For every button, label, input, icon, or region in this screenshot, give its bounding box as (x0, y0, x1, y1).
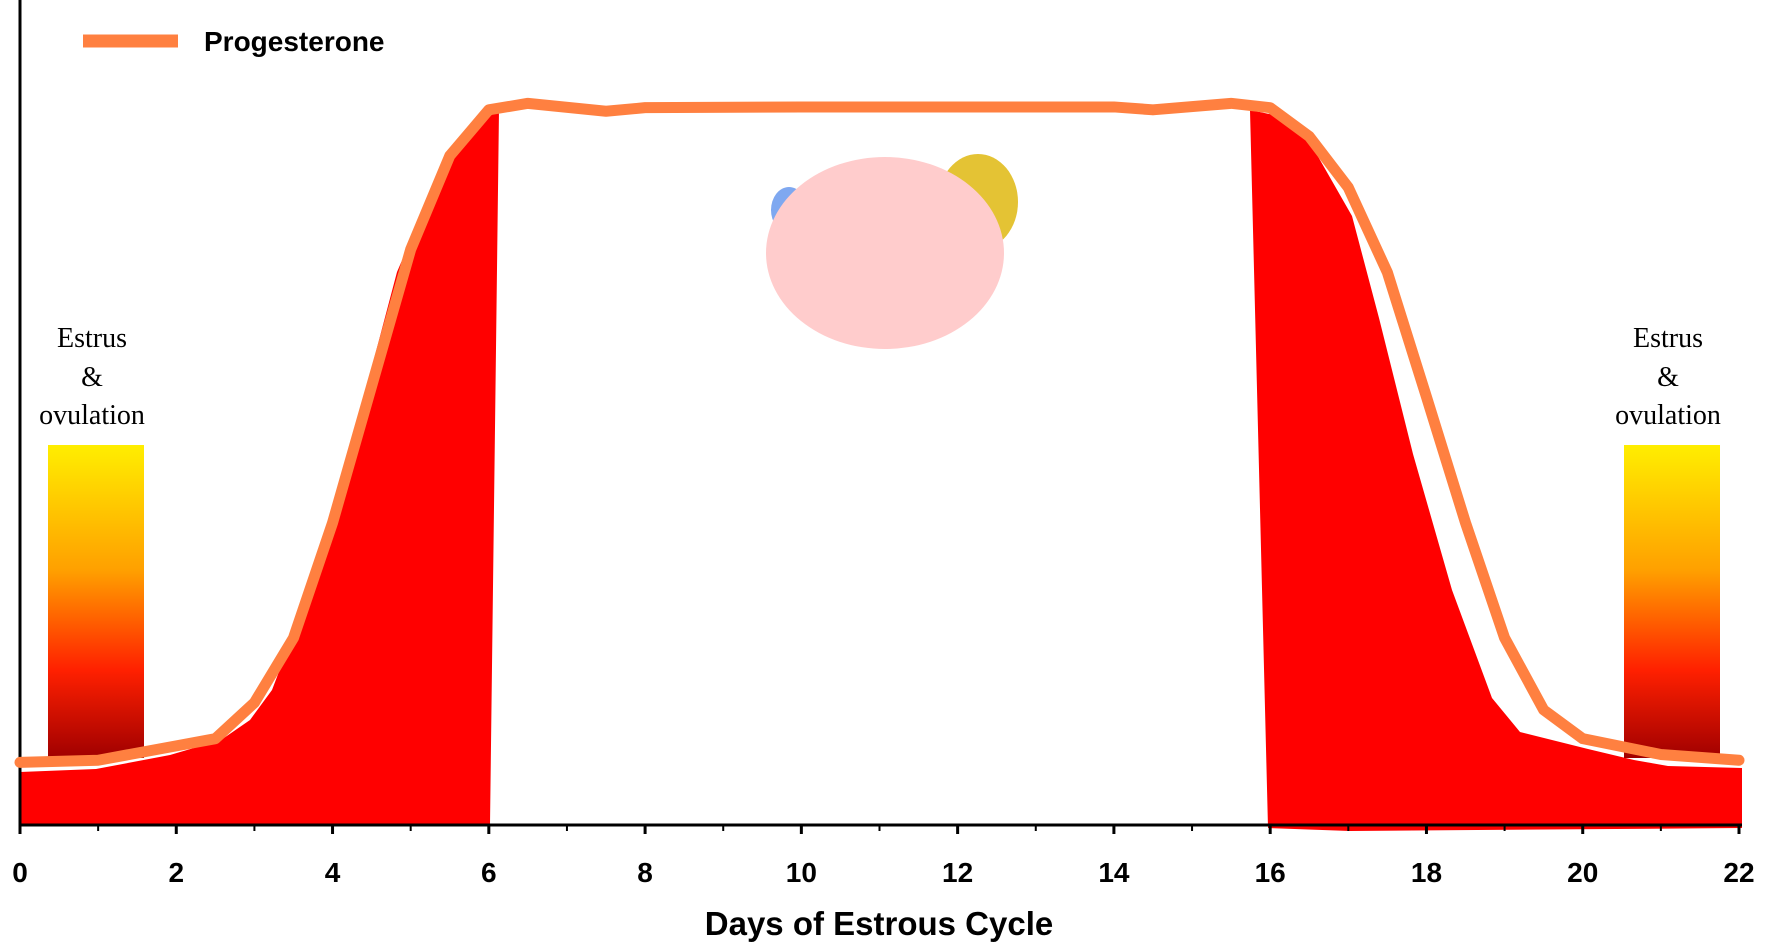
x-tick-label: 2 (168, 857, 184, 888)
legend-label: Progesterone (204, 26, 385, 57)
x-tick-label: 14 (1098, 857, 1130, 888)
x-tick-label: 6 (481, 857, 497, 888)
annotation: & (1657, 362, 1679, 393)
annotation: Estrus (1633, 323, 1703, 354)
x-tick-label: 18 (1411, 857, 1442, 888)
x-tick-label: 8 (637, 857, 653, 888)
annotation: Estrus (57, 323, 127, 354)
x-tick-label: 10 (786, 857, 817, 888)
x-tick-label: 0 (12, 857, 28, 888)
estrus-bar (48, 445, 144, 758)
x-tick-label: 22 (1723, 857, 1754, 888)
annotation: ovulation (1615, 400, 1721, 431)
annotation: ovulation (39, 400, 145, 431)
chart: Estrus & ovulation Estrus & ovulation Da… (0, 0, 1779, 945)
estrus-bar (1624, 445, 1720, 758)
x-tick-label: 20 (1567, 857, 1598, 888)
annotation: & (81, 362, 103, 393)
x-tick-label: 4 (325, 857, 341, 888)
page: Estrus & ovulation Estrus & ovulation Da… (0, 0, 1779, 945)
decor-blob (766, 157, 1004, 349)
x-tick-label: 16 (1255, 857, 1286, 888)
x-axis-title: Days of Estrous Cycle (705, 905, 1053, 942)
x-tick-label: 12 (942, 857, 973, 888)
